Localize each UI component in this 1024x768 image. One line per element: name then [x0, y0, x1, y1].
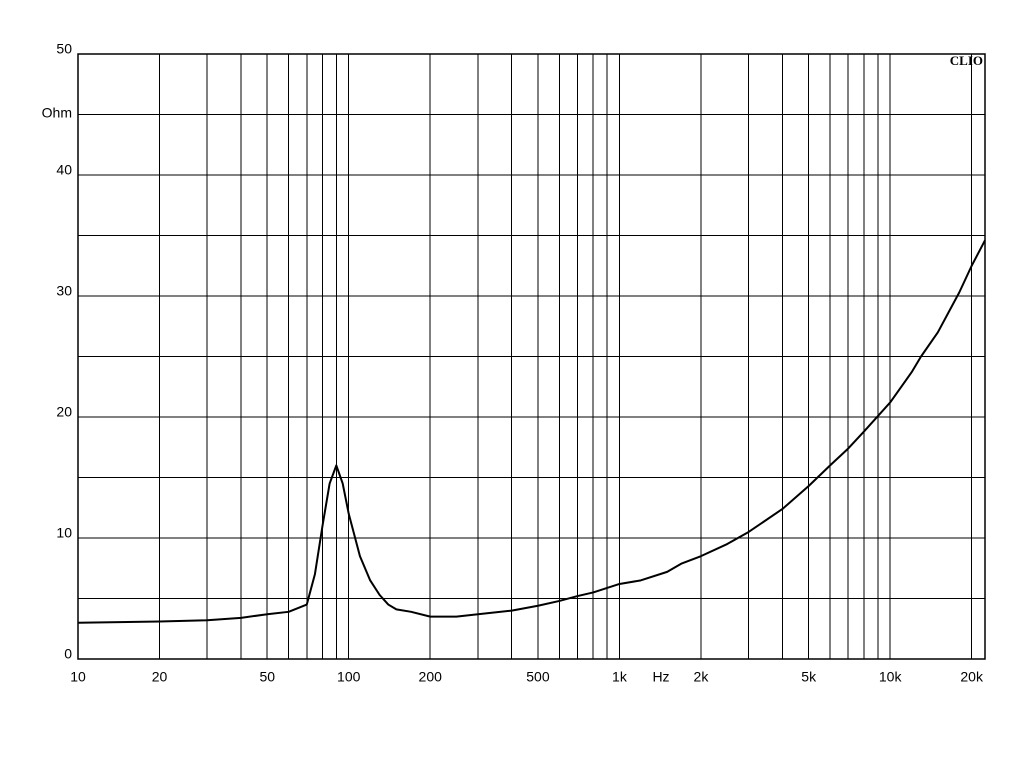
x-tick-label: 5k — [801, 669, 817, 685]
brand: CLIO — [950, 53, 983, 68]
y-tick-label: 0 — [64, 646, 72, 662]
x-tick-label: 1k — [612, 669, 628, 685]
y-axis-label: Ohm — [42, 105, 72, 121]
x-tick-label: 20 — [152, 669, 168, 685]
plot-frame — [77, 53, 986, 660]
x-tick-label: 50 — [259, 669, 275, 685]
x-tick-label: 500 — [526, 669, 550, 685]
x-tick-label: 200 — [419, 669, 443, 685]
y-tick-label: 10 — [56, 525, 72, 541]
x-axis-label: Hz — [652, 669, 669, 685]
y-tick-label: 20 — [56, 404, 72, 420]
y-tick-label: 40 — [56, 162, 72, 178]
x-tick-label: 20k — [960, 669, 984, 685]
impedance-curve — [77, 239, 986, 624]
x-tick-label: 2k — [694, 669, 710, 685]
y-tick-label: 30 — [56, 283, 72, 299]
y-tick-label: 50 — [56, 41, 72, 57]
x-tick-label: 100 — [337, 669, 361, 685]
x-tick-label: 10k — [879, 669, 903, 685]
x-tick-label: 10 — [70, 669, 86, 685]
